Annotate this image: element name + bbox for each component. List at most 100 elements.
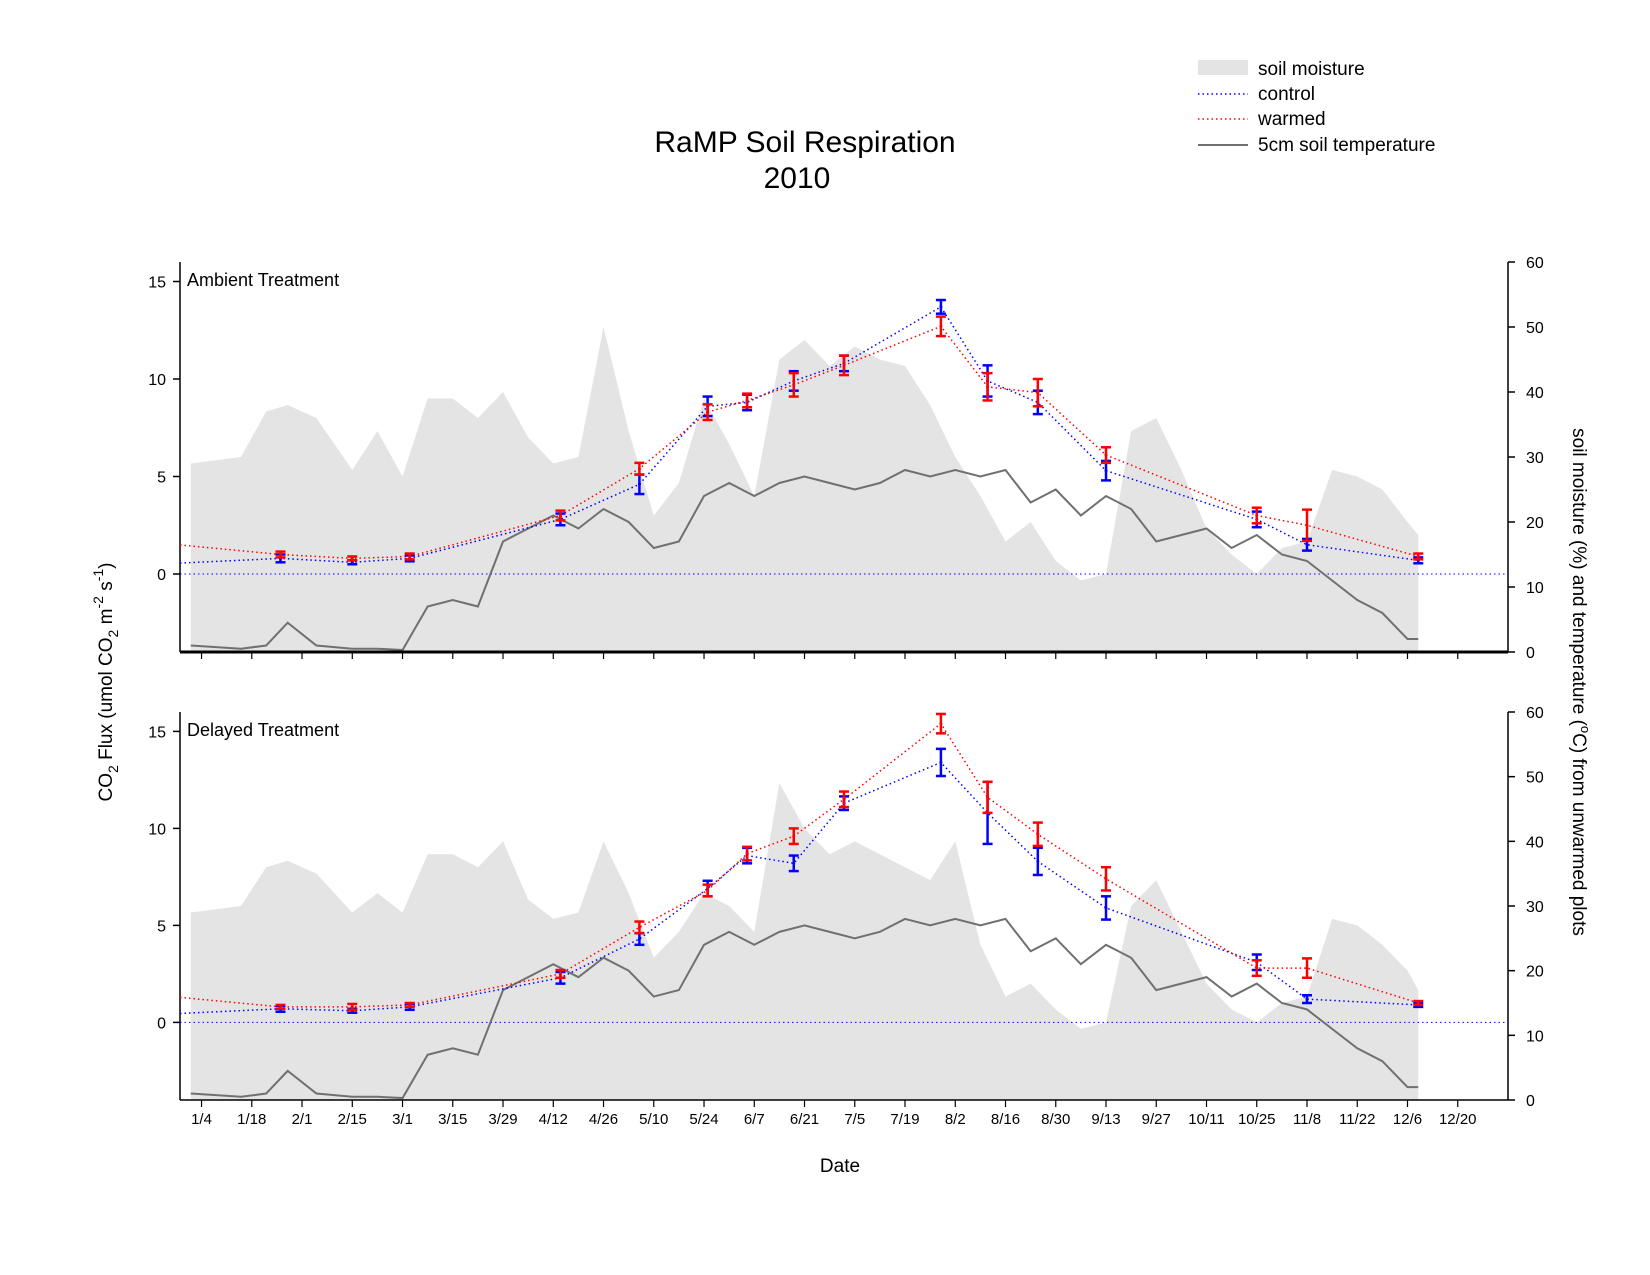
warmed-error-bar xyxy=(634,461,645,476)
control-point xyxy=(1036,859,1040,863)
warmed-error-bar xyxy=(935,315,946,338)
panel-ambient: 0 5 10 15 0 10 20 30 40 50 60 Ambient Treatment xyxy=(148,255,1544,662)
control-point xyxy=(939,760,943,764)
x-tick-label: 4/12 xyxy=(539,1111,568,1128)
warmed-point xyxy=(842,797,846,801)
warmed-error-bar xyxy=(702,403,713,422)
temperature-line xyxy=(190,917,1419,1100)
control-error-bar xyxy=(788,854,799,873)
y-left-tick-label: 0 xyxy=(157,567,166,584)
legend-label-temperature: 5cm soil temperature xyxy=(1258,135,1435,156)
x-tick-label: 8/16 xyxy=(991,1111,1020,1128)
warmed-error-bar xyxy=(1101,446,1112,465)
control-point xyxy=(637,937,641,941)
panel-delayed: 0 5 10 15 0 10 20 30 40 50 60 1/4 1/18 2/1 2/15 3/1 3/15… xyxy=(148,705,1544,1128)
warmed-point xyxy=(278,553,282,556)
x-tick-label: 6/7 xyxy=(744,1111,765,1128)
y-right-tick-label: 40 xyxy=(1526,834,1544,851)
x-tick-label: 5/24 xyxy=(689,1111,718,1128)
x-tick-label: 1/4 xyxy=(191,1111,212,1128)
x-tick-label: 3/1 xyxy=(392,1111,413,1128)
warmed-point xyxy=(637,467,641,471)
warmed-point xyxy=(558,514,562,517)
warmed-point xyxy=(939,324,943,328)
x-tick-label: 12/6 xyxy=(1393,1111,1422,1128)
warmed-error-bar xyxy=(634,920,645,935)
warmed-error-bar xyxy=(1251,959,1262,978)
legend-swatch-soil-moisture xyxy=(1198,60,1248,75)
y-right-tick-label: 60 xyxy=(1526,705,1544,722)
warmed-point xyxy=(1255,966,1259,970)
x-tick-label: 1/18 xyxy=(237,1111,266,1128)
y-left-tick-label: 15 xyxy=(148,275,166,292)
warmed-error-bar xyxy=(742,845,753,862)
y-right-tick-label: 30 xyxy=(1526,450,1544,467)
warmed-point xyxy=(350,1005,354,1009)
warmed-error-bar xyxy=(347,1002,358,1012)
warmed-error-bar xyxy=(982,371,993,402)
legend: soil moisture control warmed 5cm soil te… xyxy=(1198,59,1435,156)
warmed-error-bar xyxy=(1032,377,1043,408)
warmed-error-bar xyxy=(275,550,286,559)
y-right-tick-label: 50 xyxy=(1526,320,1544,337)
warmed-point xyxy=(1036,832,1040,836)
x-tick-label: 3/15 xyxy=(438,1111,467,1128)
legend-label-control: control xyxy=(1258,84,1315,105)
y-left-tick-label: 5 xyxy=(157,918,166,935)
warmed-error-bar xyxy=(1251,506,1262,525)
y-left-tick-label: 0 xyxy=(157,1015,166,1032)
warmed-error-bar xyxy=(275,1003,286,1011)
warmed-point xyxy=(792,834,796,838)
control-point xyxy=(1305,997,1309,1001)
warmed-point xyxy=(1416,554,1420,558)
warmed-point xyxy=(1104,453,1108,457)
y-left-tick-label: 15 xyxy=(148,724,166,741)
warmed-error-bar xyxy=(788,827,799,846)
x-tick-label: 4/26 xyxy=(589,1111,618,1128)
warmed-point xyxy=(1305,966,1309,970)
x-tick-label: 9/27 xyxy=(1142,1111,1171,1128)
x-tick-label: 11/8 xyxy=(1293,1111,1321,1128)
control-point xyxy=(1305,543,1309,547)
warmed-error-bar xyxy=(404,1001,415,1009)
control-error-bar xyxy=(935,747,946,778)
warmed-error-bar xyxy=(555,509,566,522)
y-right-tick-label: 60 xyxy=(1526,255,1544,272)
y-right-tick-label: 50 xyxy=(1526,770,1544,787)
y-right-tick-label: 0 xyxy=(1526,645,1535,662)
control-error-bar xyxy=(1032,846,1043,877)
warmed-point xyxy=(1416,1001,1420,1005)
warmed-error-bar xyxy=(347,555,358,562)
warmed-point xyxy=(1104,877,1108,881)
warmed-error-bar xyxy=(1302,508,1313,543)
y-right-tick-label: 30 xyxy=(1526,899,1544,916)
warmed-point xyxy=(706,888,710,892)
warmed-point xyxy=(558,972,562,976)
warmed-point xyxy=(350,556,354,560)
x-tick-label: 8/30 xyxy=(1041,1111,1070,1128)
control-point xyxy=(939,305,943,309)
legend-label-soil-moisture: soil moisture xyxy=(1258,59,1365,80)
x-axis-label: Date xyxy=(820,1156,860,1177)
y-right-tick-label: 10 xyxy=(1526,580,1544,597)
warmed-error-bar xyxy=(404,552,415,561)
x-tick-label: 5/10 xyxy=(639,1111,668,1128)
control-point xyxy=(637,482,641,486)
control-point xyxy=(792,861,796,865)
control-point xyxy=(1104,469,1108,473)
warmed-error-bar xyxy=(788,371,799,398)
x-tick-label: 7/5 xyxy=(844,1111,865,1128)
x-tick-label: 9/13 xyxy=(1091,1111,1120,1128)
y-right-tick-label: 40 xyxy=(1526,385,1544,402)
warmed-error-bar xyxy=(702,883,713,898)
warmed-error-bar xyxy=(839,790,849,809)
warmed-point xyxy=(408,1003,412,1007)
warmed-error-bar xyxy=(1413,999,1424,1007)
y-right-tick-label: 10 xyxy=(1526,1028,1544,1045)
temperature-line xyxy=(190,468,1419,652)
warmed-point xyxy=(745,852,749,856)
x-tick-label: 8/2 xyxy=(945,1111,966,1128)
warmed-error-bar xyxy=(742,392,753,409)
warmed-point xyxy=(637,925,641,929)
warmed-error-bar xyxy=(1413,552,1424,561)
